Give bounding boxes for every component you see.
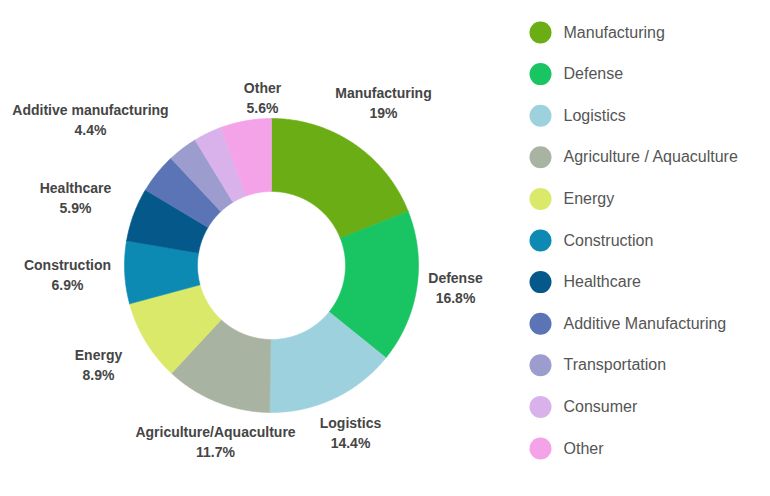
svg-text:Agriculture / Aquaculture: Agriculture / Aquaculture bbox=[564, 148, 738, 165]
svg-text:Construction6.9%: Construction6.9% bbox=[24, 257, 111, 293]
svg-text:Consumer: Consumer bbox=[564, 398, 638, 415]
svg-text:Logistics14.4%: Logistics14.4% bbox=[320, 415, 382, 451]
svg-text:Defense: Defense bbox=[564, 65, 624, 82]
svg-text:Healthcare5.9%: Healthcare5.9% bbox=[40, 180, 112, 216]
svg-text:Defense16.8%: Defense16.8% bbox=[428, 270, 483, 306]
svg-text:Construction: Construction bbox=[564, 232, 654, 249]
svg-text:Energy: Energy bbox=[564, 190, 615, 207]
svg-text:Additive manufacturing4.4%: Additive manufacturing4.4% bbox=[12, 102, 168, 138]
svg-text:Logistics: Logistics bbox=[564, 107, 626, 124]
svg-text:Manufacturing19%: Manufacturing19% bbox=[335, 85, 431, 121]
svg-text:Energy8.9%: Energy8.9% bbox=[75, 347, 123, 383]
svg-text:Other: Other bbox=[564, 440, 605, 457]
svg-text:Healthcare: Healthcare bbox=[564, 273, 641, 290]
svg-text:Agriculture/Aquaculture11.7%: Agriculture/Aquaculture11.7% bbox=[135, 424, 295, 460]
svg-text:Additive Manufacturing: Additive Manufacturing bbox=[564, 315, 727, 332]
svg-text:Other5.6%: Other5.6% bbox=[244, 80, 282, 116]
svg-text:Manufacturing: Manufacturing bbox=[564, 24, 665, 41]
svg-text:Transportation: Transportation bbox=[564, 356, 667, 373]
